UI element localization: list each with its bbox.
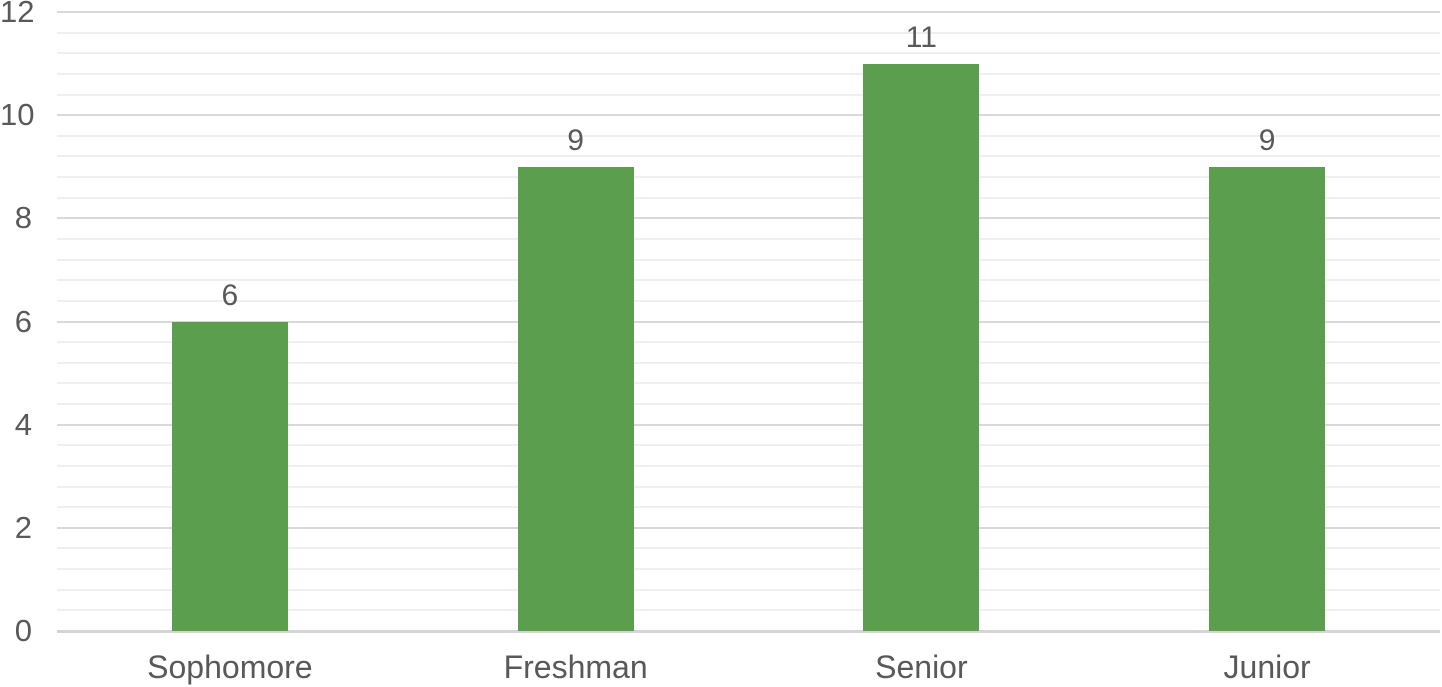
bar-junior	[1209, 166, 1326, 631]
x-tick-label-junior: Junior	[1223, 649, 1311, 685]
bar-senior	[863, 63, 980, 631]
minor-gridline	[57, 93, 1440, 96]
minor-gridline	[57, 52, 1440, 55]
minor-gridline	[57, 609, 1440, 612]
plot-area: 6 9 11 9	[57, 0, 1440, 634]
minor-gridline	[57, 155, 1440, 158]
minor-gridline	[57, 134, 1440, 137]
x-tick-label-sophomore: Sophomore	[147, 649, 313, 685]
minor-gridline	[57, 588, 1440, 591]
minor-gridline	[57, 72, 1440, 75]
minor-gridline	[57, 341, 1440, 344]
minor-gridline	[57, 506, 1440, 509]
major-gridline	[57, 114, 1440, 117]
minor-gridline	[57, 31, 1440, 34]
major-gridline	[57, 11, 1440, 13]
minor-gridline	[57, 361, 1440, 364]
major-gridline	[57, 320, 1440, 323]
minor-gridline	[57, 279, 1440, 282]
major-gridline	[57, 217, 1440, 220]
bar-sophomore	[171, 321, 288, 631]
y-tick-label: 6	[14, 303, 32, 339]
x-axis-line	[57, 630, 1440, 633]
minor-gridline	[57, 382, 1440, 385]
minor-gridline	[57, 299, 1440, 302]
minor-gridline	[57, 444, 1440, 447]
data-label-sophomore: 6	[221, 278, 239, 312]
x-tick-label-freshman: Freshman	[503, 649, 648, 685]
y-tick-label: 2	[14, 509, 32, 545]
data-label-junior: 9	[1258, 123, 1276, 157]
minor-gridline	[57, 237, 1440, 240]
major-gridline	[57, 526, 1440, 529]
y-tick-label: 10	[0, 97, 35, 133]
y-tick-label: 4	[14, 406, 32, 442]
data-label-senior: 11	[905, 20, 937, 54]
minor-gridline	[57, 258, 1440, 261]
minor-gridline	[57, 403, 1440, 406]
minor-gridline	[57, 196, 1440, 199]
y-tick-label: 8	[14, 200, 32, 236]
y-tick-label: 12	[0, 0, 35, 29]
x-tick-label-senior: Senior	[875, 649, 968, 685]
minor-gridline	[57, 464, 1440, 467]
major-gridline	[57, 423, 1440, 426]
bar-freshman	[517, 166, 634, 631]
data-label-freshman: 9	[567, 123, 584, 157]
minor-gridline	[57, 547, 1440, 550]
minor-gridline	[57, 568, 1440, 571]
y-tick-label: 0	[14, 613, 32, 648]
minor-gridline	[57, 485, 1440, 488]
minor-gridline	[57, 176, 1440, 179]
